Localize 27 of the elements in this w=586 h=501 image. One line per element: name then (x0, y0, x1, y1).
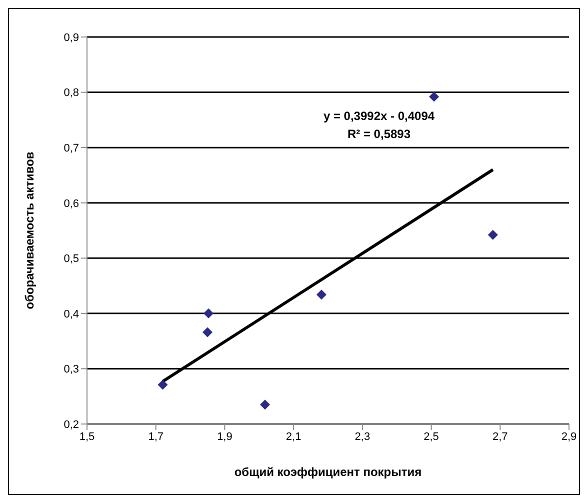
x-axis-title: общий коэффициент покрытия (234, 465, 422, 479)
x-tick-label: 2,1 (286, 430, 302, 443)
y-tick-label: 0,7 (64, 142, 79, 154)
x-tick-label: 2,9 (561, 430, 577, 443)
x-tick-label: 2,5 (424, 430, 439, 443)
x-tick-label: 2,7 (492, 430, 508, 443)
x-tick-label: 1,7 (148, 430, 164, 443)
point (202, 327, 212, 338)
y-tick-label: 0,6 (64, 198, 79, 210)
y-tick-label: 0,4 (64, 308, 79, 320)
point (316, 290, 326, 300)
point (204, 308, 214, 318)
y-tick-label: 0,2 (64, 418, 79, 431)
y-tick-label: 0,5 (64, 253, 79, 266)
point (488, 230, 498, 240)
x-tick-label: 1,5 (79, 430, 95, 443)
y-tick-label: 0,8 (64, 87, 79, 100)
point (429, 92, 440, 102)
point (158, 380, 168, 390)
point (260, 400, 270, 410)
x-tick-label: 1,9 (217, 430, 232, 443)
x-tick-label: 2,3 (354, 430, 370, 443)
annotation: y = 0,3992x - 0,4094 (322, 109, 436, 123)
y-tick-label: 0,9 (64, 32, 79, 44)
y-axis-title: оборачиваемость активов (22, 152, 36, 310)
annotation: R² = 0,5893 (346, 127, 412, 141)
y-tick-label: 0,3 (64, 364, 79, 376)
